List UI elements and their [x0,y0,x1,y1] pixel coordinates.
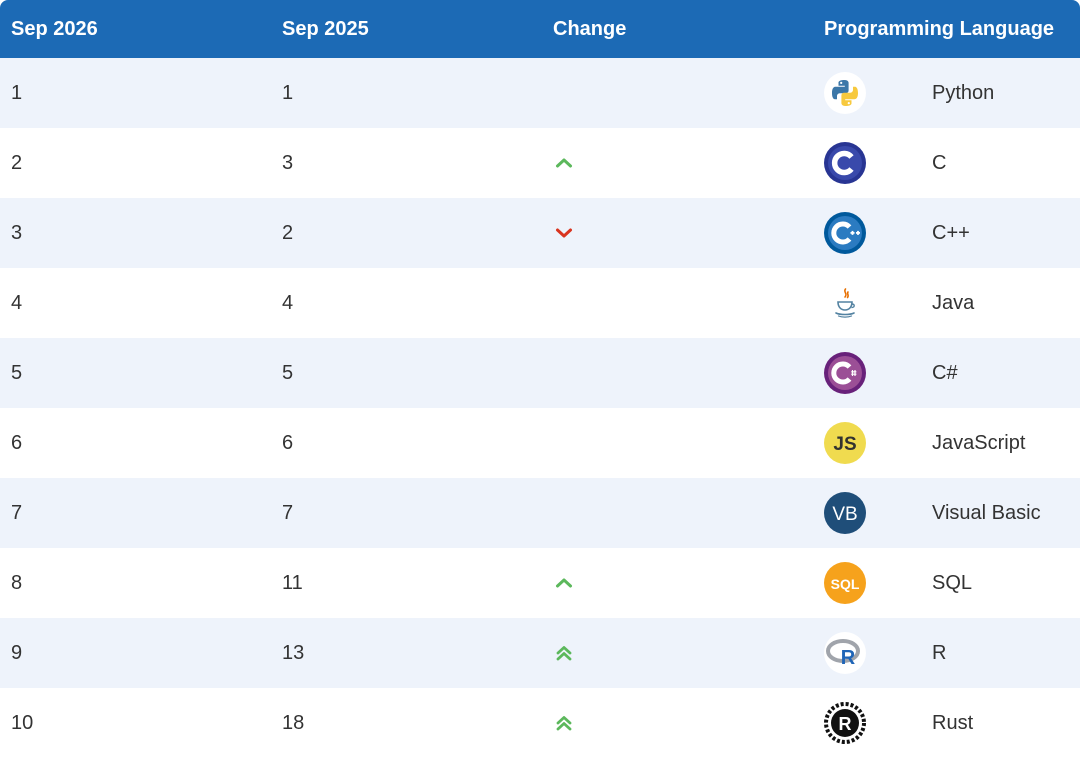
rank-previous: 6 [282,432,294,454]
java-logo-icon [824,282,866,324]
table-row: 1 1 Python [0,58,1080,128]
rank-previous: 1 [282,82,294,104]
rank-previous: 3 [282,152,294,174]
svg-text:VB: VB [832,504,857,525]
rank-current: 10 [11,712,34,734]
table-row: 3 2 C++ [0,198,1080,268]
header-sep-2026[interactable]: Sep 2026 [11,18,98,40]
language-name[interactable]: R [932,642,947,664]
visual-basic-logo-icon: VB [824,492,866,534]
language-name[interactable]: JavaScript [932,432,1026,454]
r-logo-icon: R [824,632,866,674]
rank-current: 5 [11,362,23,384]
csharp-logo-icon [824,352,866,394]
rank-current: 4 [11,292,23,314]
cpp-logo-icon [824,212,866,254]
rank-previous: 7 [282,502,294,524]
language-name[interactable]: C++ [932,222,970,244]
header-change[interactable]: Change [553,18,627,40]
language-name[interactable]: C# [932,362,958,384]
rank-current: 9 [11,642,23,664]
table-row: 7 7 VB Visual Basic [0,478,1080,548]
rank-current: 7 [11,502,23,524]
rust-logo-icon: R [824,702,866,744]
double-chevron-up-icon [553,642,575,664]
table-row: 10 18 R Rust [0,688,1080,758]
table-row: 9 13 R R [0,618,1080,688]
chevron-down-icon [553,222,575,244]
language-name[interactable]: Visual Basic [932,502,1041,524]
rank-current: 3 [11,222,23,244]
language-name[interactable]: Python [932,82,995,104]
rank-previous: 11 [282,572,303,594]
chevron-up-icon [553,572,575,594]
language-name[interactable]: Rust [932,712,974,734]
header-sep-2025[interactable]: Sep 2025 [282,18,369,40]
rank-previous: 18 [282,712,305,734]
svg-text:R: R [839,714,852,734]
language-name[interactable]: Java [932,292,975,314]
svg-text:JS: JS [833,434,856,455]
header-programming-language[interactable]: Programming Language [824,18,1055,40]
python-logo-icon [824,72,866,114]
svg-text:R: R [841,647,856,669]
rank-current: 6 [11,432,23,454]
language-name[interactable]: SQL [932,572,973,594]
table-row: 8 11 SQL SQL [0,548,1080,618]
double-chevron-up-icon [553,712,575,734]
c-logo-icon [824,142,866,184]
rank-current: 2 [11,152,23,174]
table-row: 4 4 Java [0,268,1080,338]
rank-previous: 2 [282,222,294,244]
rank-previous: 5 [282,362,294,384]
table-row: 6 6 JS JavaScript [0,408,1080,478]
javascript-logo-icon: JS [824,422,866,464]
table-header: Sep 2026 Sep 2025 Change Programming Lan… [0,0,1080,58]
table-row: 5 5 C# [0,338,1080,408]
svg-text:SQL: SQL [831,576,860,592]
rank-current: 8 [11,572,23,594]
rank-previous: 4 [282,292,294,314]
chevron-up-icon [553,152,575,174]
table-row: 2 3 C [0,128,1080,198]
rank-current: 1 [11,82,23,104]
language-name[interactable]: C [932,152,947,174]
rank-previous: 13 [282,642,305,664]
sql-logo-icon: SQL [824,562,866,604]
